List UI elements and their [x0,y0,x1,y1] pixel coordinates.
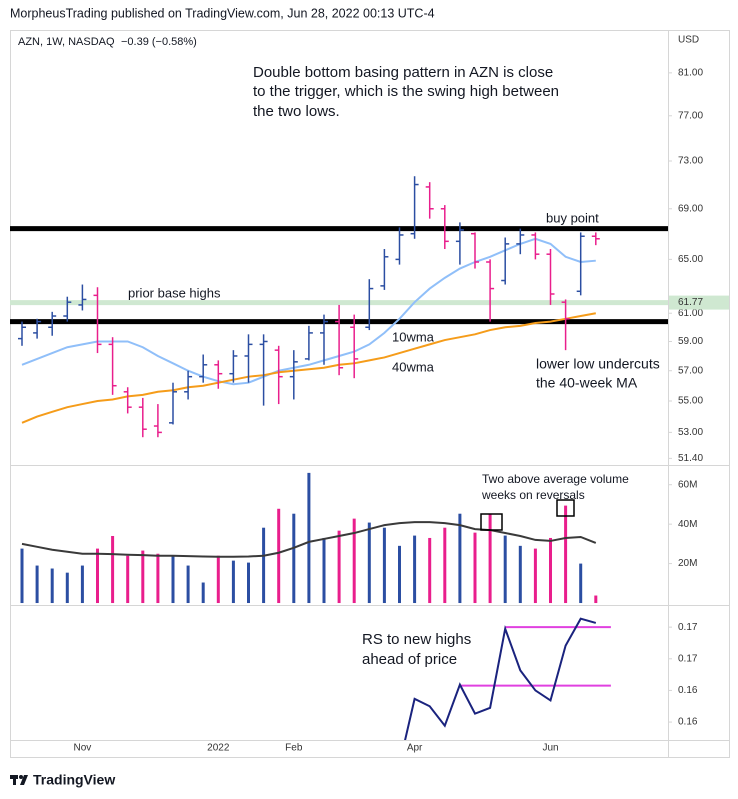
currency-label: USD [678,35,699,46]
volume-bar [50,568,54,604]
volume-bar [322,537,326,604]
volume-bar [126,555,130,604]
volume-bar [337,530,341,604]
series-label: 40wma [392,359,435,374]
volume-bar [579,563,583,604]
y-tick-label: 61.00 [678,308,703,319]
level-badge [669,295,729,310]
symbol-legend: AZN, 1W, NASDAQ [18,36,115,48]
series-line [21,312,596,424]
volume-bar [96,548,99,604]
y-tick-label: 0.16 [678,685,698,696]
y-tick-label: 65.00 [678,254,703,265]
volume-bar [247,562,250,604]
level-label: buy point [546,210,599,225]
volume-bar [458,513,462,604]
level-label: prior base highs [128,285,221,300]
y-tick-label: 51.40 [678,453,703,464]
volume-bar [398,545,401,604]
x-tick-label: Jun [542,743,558,754]
series-line [21,521,597,558]
x-tick-label: A [668,743,675,754]
y-tick-label: 0.17 [678,653,698,664]
y-tick-label: 55.00 [678,396,703,407]
change-legend: −0.39 (−0.58%) [121,36,197,48]
volume-bar [473,532,477,604]
annotation: the 40-week MA [536,375,638,391]
annotation: lower low undercuts [536,356,660,372]
volume-bar [382,527,386,604]
annotation: weeks on reversals [481,488,585,502]
series-line [21,237,596,386]
volume-bar [292,513,296,604]
volume-bar [533,548,537,604]
highlight-box [556,499,575,517]
annotation: Double bottom basing pattern in AZN is c… [253,64,553,81]
annotation: to the trigger, which is the swing high … [253,83,559,100]
volume-bar [488,513,492,604]
volume-bar [443,527,447,604]
volume-bar [413,535,417,604]
x-tick-label: Feb [285,743,303,754]
level-axis-label: 61.77 [678,297,703,308]
volume-bar [564,505,568,604]
volume-bar [20,548,24,604]
volume-bar [367,522,371,604]
price-pane [10,176,668,438]
y-tick-label: 69.00 [678,203,703,214]
x-tick-label: 2022 [207,743,230,754]
volume-bar [171,555,175,604]
annotation: the two lows. [253,103,340,120]
volume-bar [186,565,190,604]
volume-bar [65,572,69,604]
series-line [404,617,597,740]
annotation: RS to new highs [362,631,471,648]
volume-bar [141,550,145,604]
volume-bar [503,535,507,604]
volume-bar [111,535,115,604]
y-tick-label: 0.16 [678,717,698,728]
y-tick-label: 77.00 [678,110,703,121]
header: MorpheusTrading published on TradingView… [10,6,435,20]
footer-brand: TradingView [33,772,115,788]
y-tick-label: 57.00 [678,365,703,376]
volume-bar [80,565,84,604]
volume-bar [518,545,522,604]
series-label: 10wma [392,329,435,344]
volume-pane [20,472,598,604]
y-tick-label: 40M [678,519,697,530]
chart-frame [10,30,730,758]
volume-bar [35,565,39,604]
y-tick-label: 59.00 [678,336,703,347]
rs-pane [404,617,611,740]
y-tick-label: 60M [678,479,697,490]
y-tick-label: 73.00 [678,156,703,167]
tradingview-logo [10,775,28,785]
volume-bar [262,527,266,604]
annotation: ahead of price [362,651,457,668]
y-tick-label: 53.00 [678,427,703,438]
volume-bar [231,560,235,604]
annotation: Two above average volume [482,472,629,486]
volume-bar [594,595,598,604]
y-tick-label: 81.00 [678,67,703,78]
volume-bar [216,555,220,604]
volume-bar [549,537,552,604]
volume-bar [156,553,160,604]
volume-bar [201,582,205,604]
y-tick-label: 20M [678,558,697,569]
time-axis: Nov 2022 Feb Apr Jun A [74,743,675,754]
price-axis: 51.40 53.00 55.00 57.00 59.00 61.00 65.00 69.00… [668,67,729,728]
x-tick-label: Nov [74,743,92,754]
volume-bar [307,472,311,604]
volume-bar [277,508,281,604]
y-tick-label: 0.17 [678,622,698,633]
x-tick-label: Apr [407,743,423,754]
volume-bar [428,537,432,604]
volume-bar [352,518,356,604]
highlight-box [480,513,503,531]
